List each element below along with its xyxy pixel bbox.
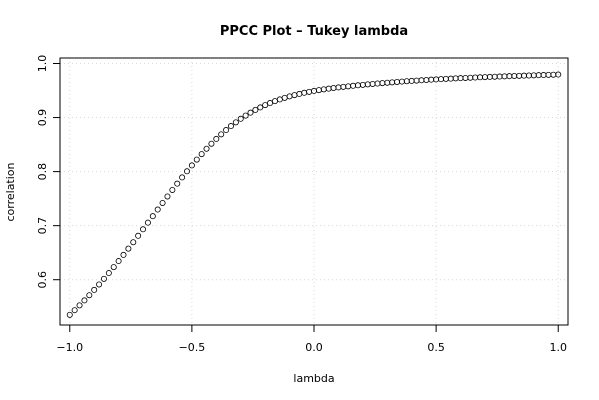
- data-point: [91, 286, 98, 293]
- data-point: [96, 281, 103, 288]
- data-point: [71, 307, 78, 314]
- data-point: [242, 112, 249, 119]
- data-point: [213, 135, 220, 142]
- chart-title: PPCC Plot – Tukey lambda: [220, 24, 408, 39]
- y-tick-label: 0.9: [36, 109, 49, 127]
- data-point: [140, 226, 147, 233]
- data-point: [193, 156, 200, 163]
- data-points: [66, 71, 562, 318]
- data-point: [179, 174, 186, 181]
- data-point: [208, 140, 215, 147]
- data-point: [100, 275, 107, 282]
- y-tick-label: 0.7: [36, 217, 49, 235]
- data-point: [555, 71, 562, 78]
- x-tick-label: 0.5: [427, 341, 445, 354]
- data-point: [247, 109, 254, 116]
- data-point: [125, 245, 132, 252]
- x-axis: −1.0 −0.5 0.0 0.5 1.0: [56, 324, 567, 354]
- x-tick-label: −0.5: [179, 341, 206, 354]
- data-point: [135, 232, 142, 239]
- y-axis: 0.6 0.7 0.8 0.9 1.0: [36, 55, 61, 289]
- data-point: [218, 131, 225, 138]
- data-point: [198, 151, 205, 158]
- data-point: [149, 213, 156, 220]
- data-point: [110, 264, 117, 271]
- data-point: [188, 162, 195, 169]
- data-point: [81, 297, 88, 304]
- x-tick-label: 1.0: [549, 341, 567, 354]
- data-point: [86, 292, 93, 299]
- data-point: [115, 258, 122, 265]
- data-point: [257, 104, 264, 111]
- data-point: [120, 251, 127, 258]
- grid: [60, 58, 568, 325]
- data-point: [232, 119, 239, 126]
- data-point: [164, 193, 171, 200]
- data-point: [174, 180, 181, 187]
- data-point: [183, 168, 190, 175]
- data-point: [76, 302, 83, 309]
- data-point: [223, 127, 230, 134]
- y-axis-title: correlation: [4, 162, 17, 221]
- data-point: [144, 219, 151, 226]
- data-point: [237, 115, 244, 122]
- y-tick-label: 1.0: [36, 55, 49, 73]
- data-point: [105, 270, 112, 277]
- data-point: [130, 239, 137, 246]
- y-tick-label: 0.8: [36, 163, 49, 181]
- data-point: [169, 186, 176, 193]
- data-point: [262, 102, 269, 109]
- y-tick-label: 0.6: [36, 271, 49, 289]
- x-tick-label: −1.0: [56, 341, 83, 354]
- data-point: [227, 123, 234, 130]
- x-tick-label: 0.0: [305, 341, 323, 354]
- data-point: [66, 311, 73, 318]
- x-axis-title: lambda: [293, 372, 334, 385]
- data-point: [154, 206, 161, 213]
- data-point: [159, 199, 166, 206]
- data-point: [203, 145, 210, 152]
- data-point: [252, 106, 259, 113]
